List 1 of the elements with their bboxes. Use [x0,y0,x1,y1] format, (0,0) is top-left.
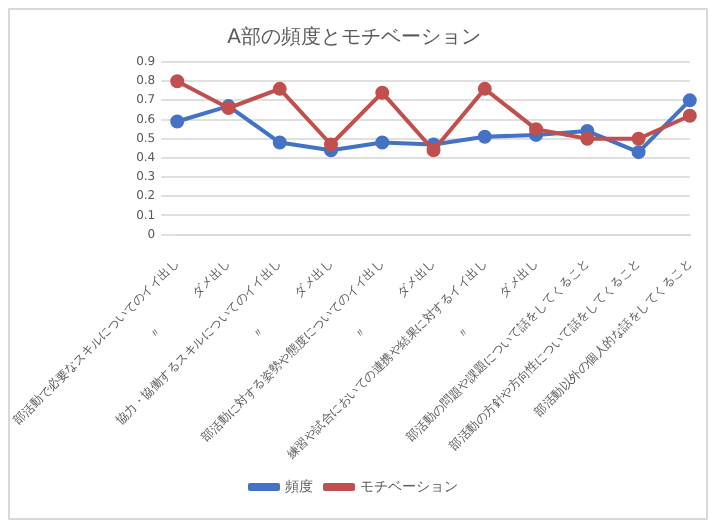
chart-title: A部の頻度とモチベーション [227,25,481,50]
